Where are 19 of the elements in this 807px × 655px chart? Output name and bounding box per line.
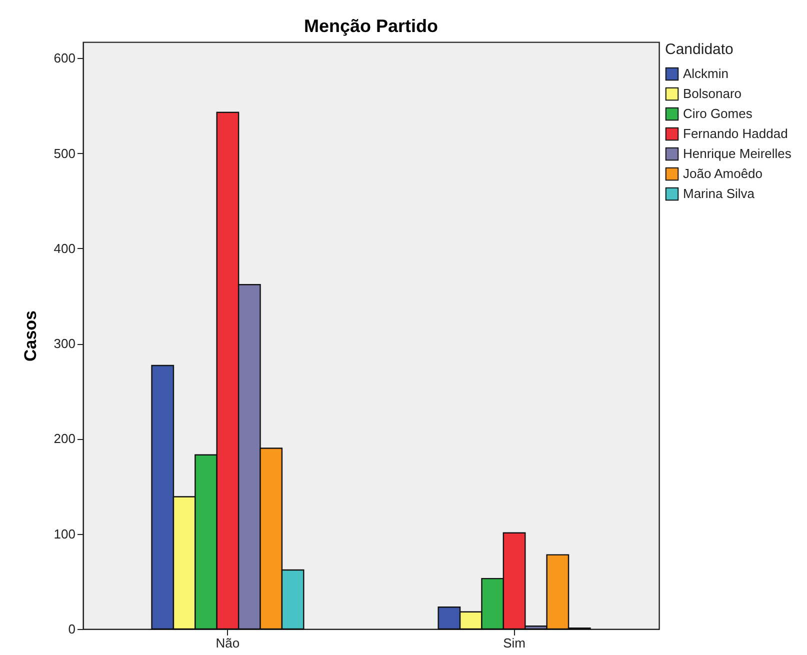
y-tick-label: 500 <box>54 146 76 161</box>
y-tick-label: 400 <box>54 240 76 256</box>
legend-label: Fernando Haddad <box>683 126 788 141</box>
legend-label: Marina Silva <box>683 186 756 201</box>
legend-title: Candidato <box>665 41 734 58</box>
y-tick-label: 300 <box>54 336 76 352</box>
legend-label: Ciro Gomes <box>683 106 753 121</box>
y-tick-label: 200 <box>54 431 76 446</box>
y-tick-label: 0 <box>68 622 76 636</box>
legend-label: Henrique Meirelles <box>683 146 792 161</box>
legend-label: Alckmin <box>683 66 729 81</box>
y-tick-label: 100 <box>54 526 76 542</box>
legend-label: João Amoêdo <box>683 166 763 181</box>
y-axis-title: Casos <box>20 310 40 362</box>
legend-label: Bolsonaro <box>683 86 742 101</box>
y-tick-label: 600 <box>54 50 76 66</box>
x-tick-label: Sim <box>503 636 526 650</box>
x-tick-label: Não <box>216 636 240 650</box>
chart-title: Menção Partido <box>304 16 438 36</box>
